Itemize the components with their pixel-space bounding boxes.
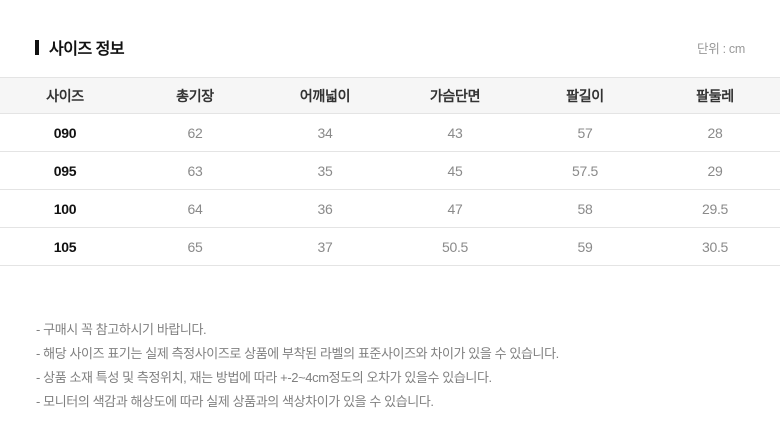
value-cell: 47: [390, 189, 520, 228]
size-table-header-row: 사이즈 총기장 어깨넓이 가슴단면 팔길이 팔둘레: [0, 77, 780, 114]
note-line: - 구매시 꼭 참고하시기 바랍니다.: [36, 322, 207, 337]
value-cell: 59: [520, 227, 650, 266]
value-cell: 36: [260, 189, 390, 228]
value-cell: 57.5: [520, 151, 650, 190]
table-row: 105 65 37 50.5 59 30.5: [0, 227, 780, 266]
size-info-header: 사이즈 정보 단위 : cm: [35, 35, 745, 59]
title-accent-bar: [35, 39, 39, 55]
value-cell: 64: [130, 189, 260, 228]
table-row: 090 62 34 43 57 28: [0, 113, 780, 152]
column-header: 총기장: [130, 77, 260, 114]
value-cell: 57: [520, 113, 650, 152]
size-table-body: 090 62 34 43 57 28 095 63 35 45 57.5 29 100 64 36 47 58 2…: [0, 113, 780, 266]
column-header: 사이즈: [0, 77, 130, 114]
value-cell: 30.5: [650, 227, 780, 266]
value-cell: 29.5: [650, 189, 780, 228]
value-cell: 43: [390, 113, 520, 152]
column-header: 팔둘레: [650, 77, 780, 114]
column-header: 팔길이: [520, 77, 650, 114]
size-cell: 095: [0, 151, 130, 190]
value-cell: 35: [260, 151, 390, 190]
value-cell: 37: [260, 227, 390, 266]
page-title: 사이즈 정보: [49, 41, 125, 58]
size-cell: 090: [0, 113, 130, 152]
column-header: 가슴단면: [390, 77, 520, 114]
value-cell: 58: [520, 189, 650, 228]
value-cell: 62: [130, 113, 260, 152]
column-header: 어깨넓이: [260, 77, 390, 114]
size-table: 사이즈 총기장 어깨넓이 가슴단면 팔길이 팔둘레 090 62 34 43 57 28 095 63 3…: [0, 77, 780, 266]
size-cell: 105: [0, 227, 130, 266]
value-cell: 45: [390, 151, 520, 190]
value-cell: 29: [650, 151, 780, 190]
value-cell: 65: [130, 227, 260, 266]
unit-label: 단위 : cm: [697, 41, 745, 56]
size-notes: - 구매시 꼭 참고하시기 바랍니다. - 해당 사이즈 표기는 실제 측정사이…: [36, 318, 760, 414]
value-cell: 50.5: [390, 227, 520, 266]
size-table-head: 사이즈 총기장 어깨넓이 가슴단면 팔길이 팔둘레: [0, 77, 780, 114]
value-cell: 63: [130, 151, 260, 190]
size-cell: 100: [0, 189, 130, 228]
table-row: 095 63 35 45 57.5 29: [0, 151, 780, 190]
table-row: 100 64 36 47 58 29.5: [0, 189, 780, 228]
note-line: - 상품 소재 특성 및 측정위치, 재는 방법에 따라 +-2~4cm정도의 …: [36, 370, 492, 385]
note-line: - 해당 사이즈 표기는 실제 측정사이즈로 상품에 부착된 라벨의 표준사이즈…: [36, 346, 559, 361]
value-cell: 28: [650, 113, 780, 152]
value-cell: 34: [260, 113, 390, 152]
note-line: - 모니터의 색감과 해상도에 따라 실제 상품과의 색상차이가 있을 수 있습…: [36, 394, 434, 409]
